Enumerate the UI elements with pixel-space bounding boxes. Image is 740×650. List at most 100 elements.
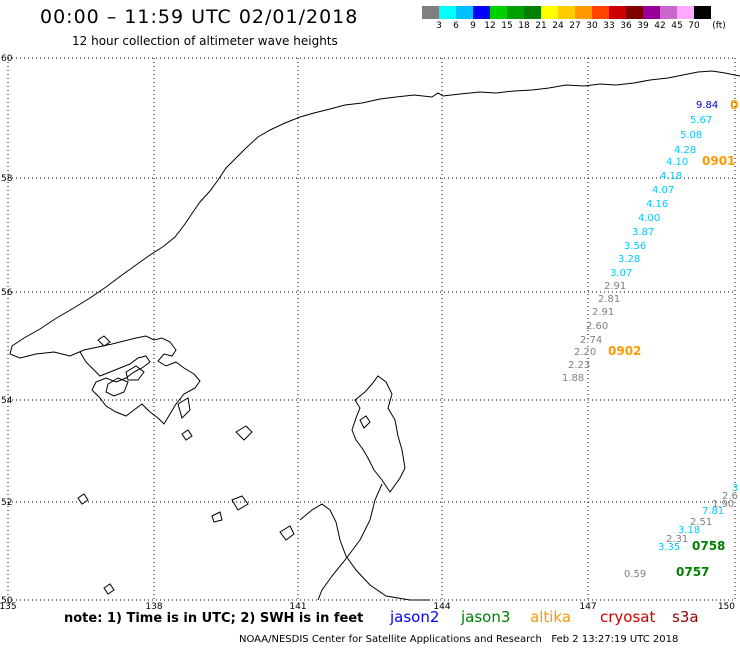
color-swatch	[456, 6, 473, 19]
wave-height-value: 0.59	[624, 569, 646, 580]
legend-jason2: jason2	[390, 608, 440, 626]
wave-height-value: 4.07	[652, 185, 674, 196]
altimeter-observations: 9.84 0 5.67 5.08 4.284.10 0901 4.18 4.07 4.16 4.0…	[562, 98, 738, 580]
pass-time-label: 0	[730, 98, 738, 112]
pass-time-label: 0901	[702, 154, 735, 168]
wave-height-value: 2.23	[568, 360, 590, 371]
longitude-label: 144	[433, 602, 450, 612]
color-tick-label: 36	[620, 21, 632, 31]
pass-time-label: 0902	[608, 344, 641, 358]
color-swatch	[541, 6, 558, 19]
island-7	[181, 429, 193, 441]
wave-height-value: 2.74	[580, 335, 602, 346]
wave-height-value: 3.87	[632, 227, 654, 238]
color-tick-label: 30	[586, 21, 598, 31]
color-swatch	[660, 6, 677, 19]
legend-cryosat: cryosat	[600, 608, 656, 626]
color-tick-label: 24	[552, 21, 564, 31]
wave-height-value: 4.16	[646, 199, 668, 210]
wave-height-value: 2.20	[574, 347, 596, 358]
longitude-label: 147	[579, 602, 596, 612]
page-subtitle: 12 hour collection of altimeter wave hei…	[72, 34, 338, 48]
color-tick-label: 39	[637, 21, 649, 31]
island-5	[231, 495, 249, 511]
longitude-label: 141	[289, 602, 306, 612]
color-swatch	[626, 6, 643, 19]
color-swatch	[575, 6, 592, 19]
color-tick-label: 27	[569, 21, 581, 31]
color-tick-label: 12	[484, 21, 496, 31]
pass-time-label: 0757	[676, 565, 709, 579]
color-tick-label: 9	[470, 21, 476, 31]
wave-height-value: 5.67	[690, 115, 712, 126]
generated-timestamp: Feb 2 13:27:19 UTC 2018	[551, 634, 679, 645]
island-6	[211, 511, 223, 523]
wave-height-value: 7.81	[702, 506, 724, 517]
wave-height-value: 3.07	[610, 268, 632, 279]
wave-height-value: 1.88	[562, 373, 584, 384]
color-tick-label: 33	[603, 21, 615, 31]
wave-height-value: 3.56	[624, 241, 646, 252]
color-swatch	[643, 6, 660, 19]
island-12	[359, 415, 371, 429]
island-11	[103, 583, 115, 595]
coastline-mainland-south	[317, 483, 383, 601]
map-grid	[7, 57, 736, 601]
color-tick-label: 45	[671, 21, 683, 31]
coastline-hokkaido-side	[299, 503, 430, 601]
wave-height-value: 2.81	[598, 294, 620, 305]
longitude-label: 135	[0, 602, 17, 612]
wave-height-value: 2.51	[690, 517, 712, 528]
color-tick-label: 42	[654, 21, 666, 31]
wave-height-value: 1.90	[712, 499, 734, 510]
pass-time-label: 0758	[692, 539, 725, 553]
island-10	[279, 525, 295, 541]
wave-height-value: 2.60	[586, 321, 608, 332]
island-8	[97, 335, 111, 347]
wave-height-value: 3.28	[618, 254, 640, 265]
island-2	[125, 365, 145, 381]
island-3	[177, 397, 191, 419]
color-tick-label: 6	[453, 21, 459, 31]
color-unit-label: (ft)	[712, 21, 726, 31]
color-swatch	[507, 6, 524, 19]
footnote: note: 1) Time is in UTC; 2) SWH is in fe…	[64, 611, 364, 626]
wave-height-value: 2.91	[604, 281, 626, 292]
wave-height-value: 3.18	[678, 525, 700, 536]
color-swatch	[694, 6, 711, 19]
wave-height-value: 4.10	[666, 157, 688, 168]
wave-height-value: 2.91	[592, 307, 614, 318]
legend-s3a: s3a	[672, 608, 699, 626]
color-swatch	[422, 6, 439, 19]
wave-height-value: 5.08	[680, 130, 702, 141]
legend-jason3: jason3	[461, 608, 511, 626]
island-1	[105, 377, 129, 397]
agency-name: NOAA/NESDIS Center for Satellite Applica…	[239, 634, 542, 645]
page-title: 00:00 – 11:59 UTC 02/01/2018	[40, 6, 359, 28]
wave-height-value: 3	[732, 483, 738, 494]
color-tick-label: 21	[535, 21, 547, 31]
wave-height-value: 4.28	[674, 145, 696, 156]
color-tick-label: 15	[501, 21, 513, 31]
legend-altika: altika	[530, 608, 572, 626]
wave-height-value: 2.6	[722, 491, 738, 502]
latitude-label: 50	[1, 596, 13, 606]
color-swatch	[524, 6, 541, 19]
coastline-mainland	[9, 70, 740, 425]
coastline	[9, 70, 740, 601]
color-swatch	[592, 6, 609, 19]
color-tick-label: 3	[436, 21, 442, 31]
wave-height-value: 4.00	[638, 213, 660, 224]
color-swatch	[677, 6, 694, 19]
longitude-label: 150	[718, 602, 735, 612]
wave-height-value: 4.18	[660, 171, 682, 182]
color-swatch	[609, 6, 626, 19]
coastline-sakhalin	[351, 375, 406, 493]
wave-height-value: 3.35	[658, 542, 680, 553]
color-scale-bar	[422, 6, 711, 19]
latitude-label: 52	[1, 498, 12, 508]
color-swatch	[490, 6, 507, 19]
latitude-label: 56	[1, 288, 13, 298]
